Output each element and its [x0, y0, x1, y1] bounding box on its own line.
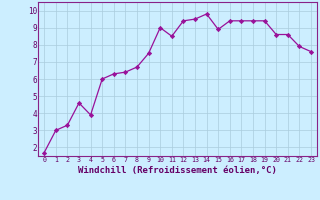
- X-axis label: Windchill (Refroidissement éolien,°C): Windchill (Refroidissement éolien,°C): [78, 166, 277, 175]
